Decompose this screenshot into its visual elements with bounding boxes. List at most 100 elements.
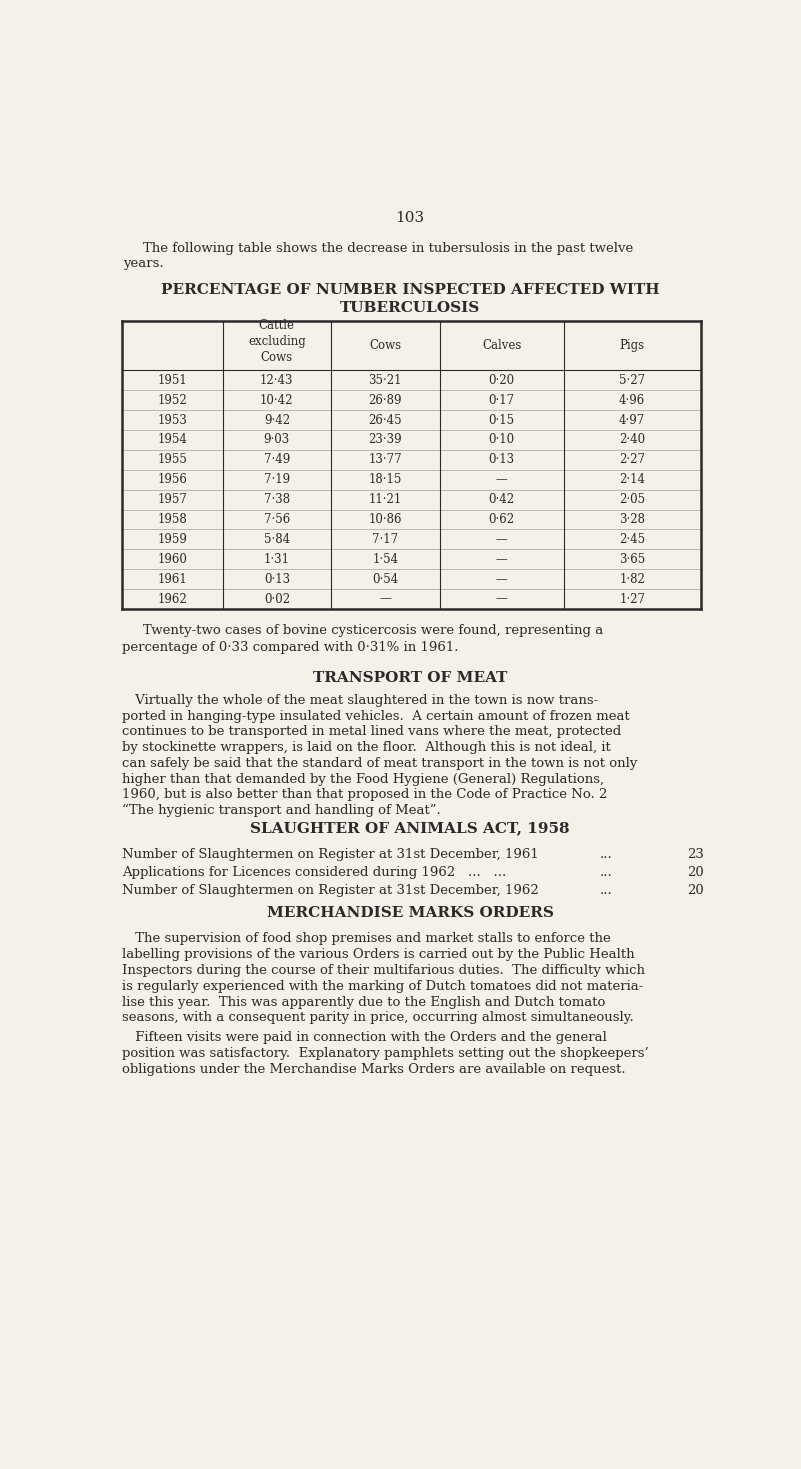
Text: 0·17: 0·17 xyxy=(489,394,514,407)
Text: Cows: Cows xyxy=(369,339,401,353)
Text: TUBERCULOSIS: TUBERCULOSIS xyxy=(340,301,481,314)
Text: 26·45: 26·45 xyxy=(368,414,402,426)
Text: 2·27: 2·27 xyxy=(619,454,645,466)
Text: 7·38: 7·38 xyxy=(264,494,290,507)
Text: 103: 103 xyxy=(396,212,425,225)
Text: obligations under the Merchandise Marks Orders are available on request.: obligations under the Merchandise Marks … xyxy=(122,1062,626,1075)
Text: 0·20: 0·20 xyxy=(489,373,514,386)
Text: 1962: 1962 xyxy=(157,592,187,605)
Text: 10·42: 10·42 xyxy=(260,394,294,407)
Text: higher than that demanded by the Food Hygiene (General) Regulations,: higher than that demanded by the Food Hy… xyxy=(122,773,604,786)
Text: 1953: 1953 xyxy=(157,414,187,426)
Text: labelling provisions of the various Orders is carried out by the Public Health: labelling provisions of the various Orde… xyxy=(122,948,634,961)
Text: Applications for Licences considered during 1962   ...   ...: Applications for Licences considered dur… xyxy=(122,865,506,878)
Text: can safely be said that the standard of meat transport in the town is not only: can safely be said that the standard of … xyxy=(122,757,638,770)
Text: percentage of 0·33 compared with 0·31% in 1961.: percentage of 0·33 compared with 0·31% i… xyxy=(122,642,458,654)
Text: 18·15: 18·15 xyxy=(368,473,402,486)
Text: 7·19: 7·19 xyxy=(264,473,290,486)
Text: 1958: 1958 xyxy=(157,513,187,526)
Text: is regularly experienced with the marking of Dutch tomatoes did not materia-: is regularly experienced with the markin… xyxy=(122,980,643,993)
Text: 9·42: 9·42 xyxy=(264,414,290,426)
Text: 26·89: 26·89 xyxy=(368,394,402,407)
Text: —: — xyxy=(496,573,508,586)
Text: 0·02: 0·02 xyxy=(264,592,290,605)
Text: TRANSPORT OF MEAT: TRANSPORT OF MEAT xyxy=(313,671,507,685)
Text: 0·42: 0·42 xyxy=(489,494,514,507)
Text: PERCENTAGE OF NUMBER INSPECTED AFFECTED WITH: PERCENTAGE OF NUMBER INSPECTED AFFECTED … xyxy=(161,282,659,297)
Text: 5·27: 5·27 xyxy=(619,373,646,386)
Text: 1955: 1955 xyxy=(157,454,187,466)
Text: —: — xyxy=(380,592,391,605)
Text: 1960: 1960 xyxy=(157,552,187,566)
Text: 1·82: 1·82 xyxy=(619,573,645,586)
Text: 1·27: 1·27 xyxy=(619,592,645,605)
Text: 0·54: 0·54 xyxy=(372,573,398,586)
Text: —: — xyxy=(496,592,508,605)
Text: —: — xyxy=(496,552,508,566)
Text: 1961: 1961 xyxy=(157,573,187,586)
Text: 7·49: 7·49 xyxy=(264,454,290,466)
Text: 2·40: 2·40 xyxy=(619,433,646,447)
Text: 35·21: 35·21 xyxy=(368,373,402,386)
Text: The supervision of food shop premises and market stalls to enforce the: The supervision of food shop premises an… xyxy=(122,933,610,946)
Text: 11·21: 11·21 xyxy=(368,494,402,507)
Text: 3·65: 3·65 xyxy=(619,552,646,566)
Text: 1956: 1956 xyxy=(157,473,187,486)
Text: Inspectors during the course of their multifarious duties.  The difficulty which: Inspectors during the course of their mu… xyxy=(122,964,645,977)
Text: 1·31: 1·31 xyxy=(264,552,290,566)
Text: “The hygienic transport and handling of Meat”.: “The hygienic transport and handling of … xyxy=(122,804,441,817)
Text: 3·28: 3·28 xyxy=(619,513,645,526)
Text: SLAUGHTER OF ANIMALS ACT, 1958: SLAUGHTER OF ANIMALS ACT, 1958 xyxy=(250,821,570,836)
Text: 0·62: 0·62 xyxy=(489,513,514,526)
Text: 23·39: 23·39 xyxy=(368,433,402,447)
Text: 2·45: 2·45 xyxy=(619,533,646,546)
Text: Number of Slaughtermen on Register at 31st December, 1961: Number of Slaughtermen on Register at 31… xyxy=(122,848,538,861)
Text: 5·84: 5·84 xyxy=(264,533,290,546)
Text: 7·56: 7·56 xyxy=(264,513,290,526)
Text: ...: ... xyxy=(600,848,613,861)
Text: 2·14: 2·14 xyxy=(619,473,645,486)
Text: ...: ... xyxy=(600,884,613,898)
Text: 0·13: 0·13 xyxy=(489,454,514,466)
Text: years.: years. xyxy=(123,257,164,270)
Text: 1952: 1952 xyxy=(157,394,187,407)
Text: —: — xyxy=(496,473,508,486)
Text: 20: 20 xyxy=(687,884,704,898)
Text: Pigs: Pigs xyxy=(620,339,645,353)
Text: Number of Slaughtermen on Register at 31st December, 1962: Number of Slaughtermen on Register at 31… xyxy=(122,884,538,898)
Text: 1951: 1951 xyxy=(157,373,187,386)
Text: seasons, with a consequent parity in price, occurring almost simultaneously.: seasons, with a consequent parity in pri… xyxy=(122,1011,634,1024)
Text: 23: 23 xyxy=(687,848,704,861)
Text: Calves: Calves xyxy=(482,339,521,353)
Text: —: — xyxy=(496,533,508,546)
Text: 1960, but is also better than that proposed in the Code of Practice No. 2: 1960, but is also better than that propo… xyxy=(122,789,607,802)
Text: 1954: 1954 xyxy=(157,433,187,447)
Text: by stockinette wrappers, is laid on the floor.  Although this is not ideal, it: by stockinette wrappers, is laid on the … xyxy=(122,740,610,754)
Text: 0·15: 0·15 xyxy=(489,414,514,426)
Text: position was satisfactory.  Explanatory pamphlets setting out the shopkeepers’: position was satisfactory. Explanatory p… xyxy=(122,1047,649,1059)
Text: ...: ... xyxy=(600,865,613,878)
Text: 10·86: 10·86 xyxy=(368,513,402,526)
Text: 13·77: 13·77 xyxy=(368,454,402,466)
Text: Cattle
excluding
Cows: Cattle excluding Cows xyxy=(248,319,306,364)
Text: 20: 20 xyxy=(687,865,704,878)
Text: 9·03: 9·03 xyxy=(264,433,290,447)
Text: Twenty-two cases of bovine cysticercosis were found, representing a: Twenty-two cases of bovine cysticercosis… xyxy=(143,624,603,638)
Text: 4·96: 4·96 xyxy=(619,394,646,407)
Text: 0·10: 0·10 xyxy=(489,433,514,447)
Text: 2·05: 2·05 xyxy=(619,494,646,507)
Text: 7·17: 7·17 xyxy=(372,533,398,546)
Text: 0·13: 0·13 xyxy=(264,573,290,586)
Text: MERCHANDISE MARKS ORDERS: MERCHANDISE MARKS ORDERS xyxy=(267,906,553,920)
Text: Fifteen visits were paid in connection with the Orders and the general: Fifteen visits were paid in connection w… xyxy=(122,1031,606,1044)
Text: 1959: 1959 xyxy=(157,533,187,546)
Text: 12·43: 12·43 xyxy=(260,373,294,386)
Text: The following table shows the decrease in tubersulosis in the past twelve: The following table shows the decrease i… xyxy=(143,242,633,254)
Text: continues to be transported in metal lined vans where the meat, protected: continues to be transported in metal lin… xyxy=(122,726,621,739)
Text: 1957: 1957 xyxy=(157,494,187,507)
Text: 1·54: 1·54 xyxy=(372,552,398,566)
Text: lise this year.  This was apparently due to the English and Dutch tomato: lise this year. This was apparently due … xyxy=(122,996,606,1009)
Text: ported in hanging-type insulated vehicles.  A certain amount of frozen meat: ported in hanging-type insulated vehicle… xyxy=(122,710,630,723)
Text: Virtually the whole of the meat slaughtered in the town is now trans-: Virtually the whole of the meat slaughte… xyxy=(122,693,598,707)
Text: 4·97: 4·97 xyxy=(619,414,646,426)
